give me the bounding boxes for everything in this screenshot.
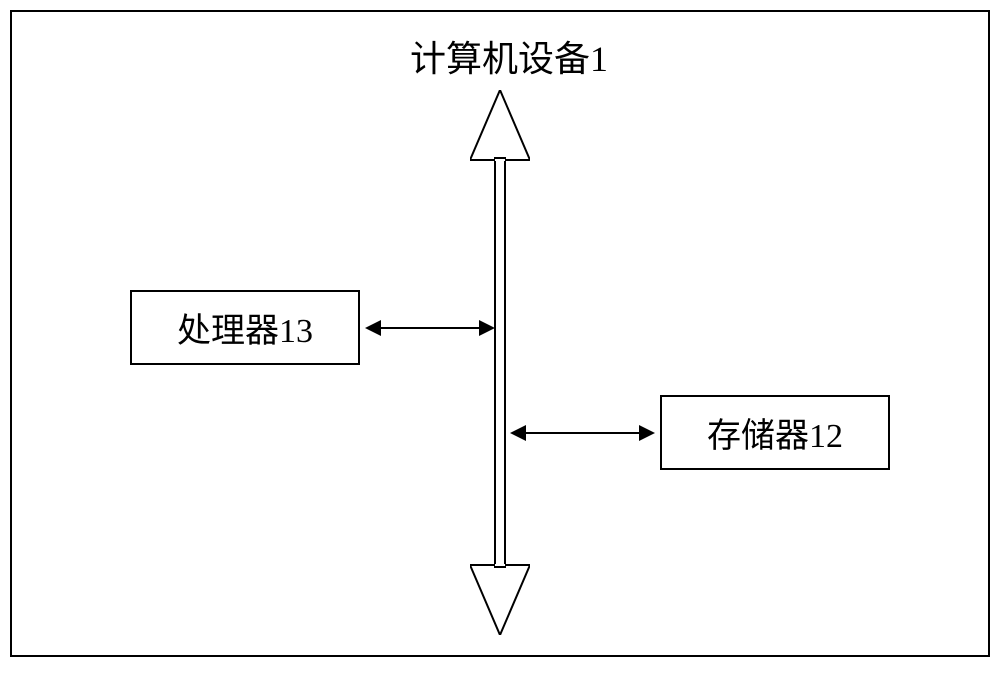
processor-box: 处理器13 bbox=[130, 290, 360, 365]
memory-label: 存储器12 bbox=[707, 408, 843, 457]
memory-box: 存储器12 bbox=[660, 395, 890, 470]
memory-connector-arrow bbox=[510, 420, 655, 446]
processor-connector-arrow bbox=[365, 315, 495, 341]
vertical-bus-arrow bbox=[470, 90, 530, 635]
diagram-title: 计算机设备1 bbox=[410, 30, 608, 82]
processor-label: 处理器13 bbox=[177, 303, 313, 352]
